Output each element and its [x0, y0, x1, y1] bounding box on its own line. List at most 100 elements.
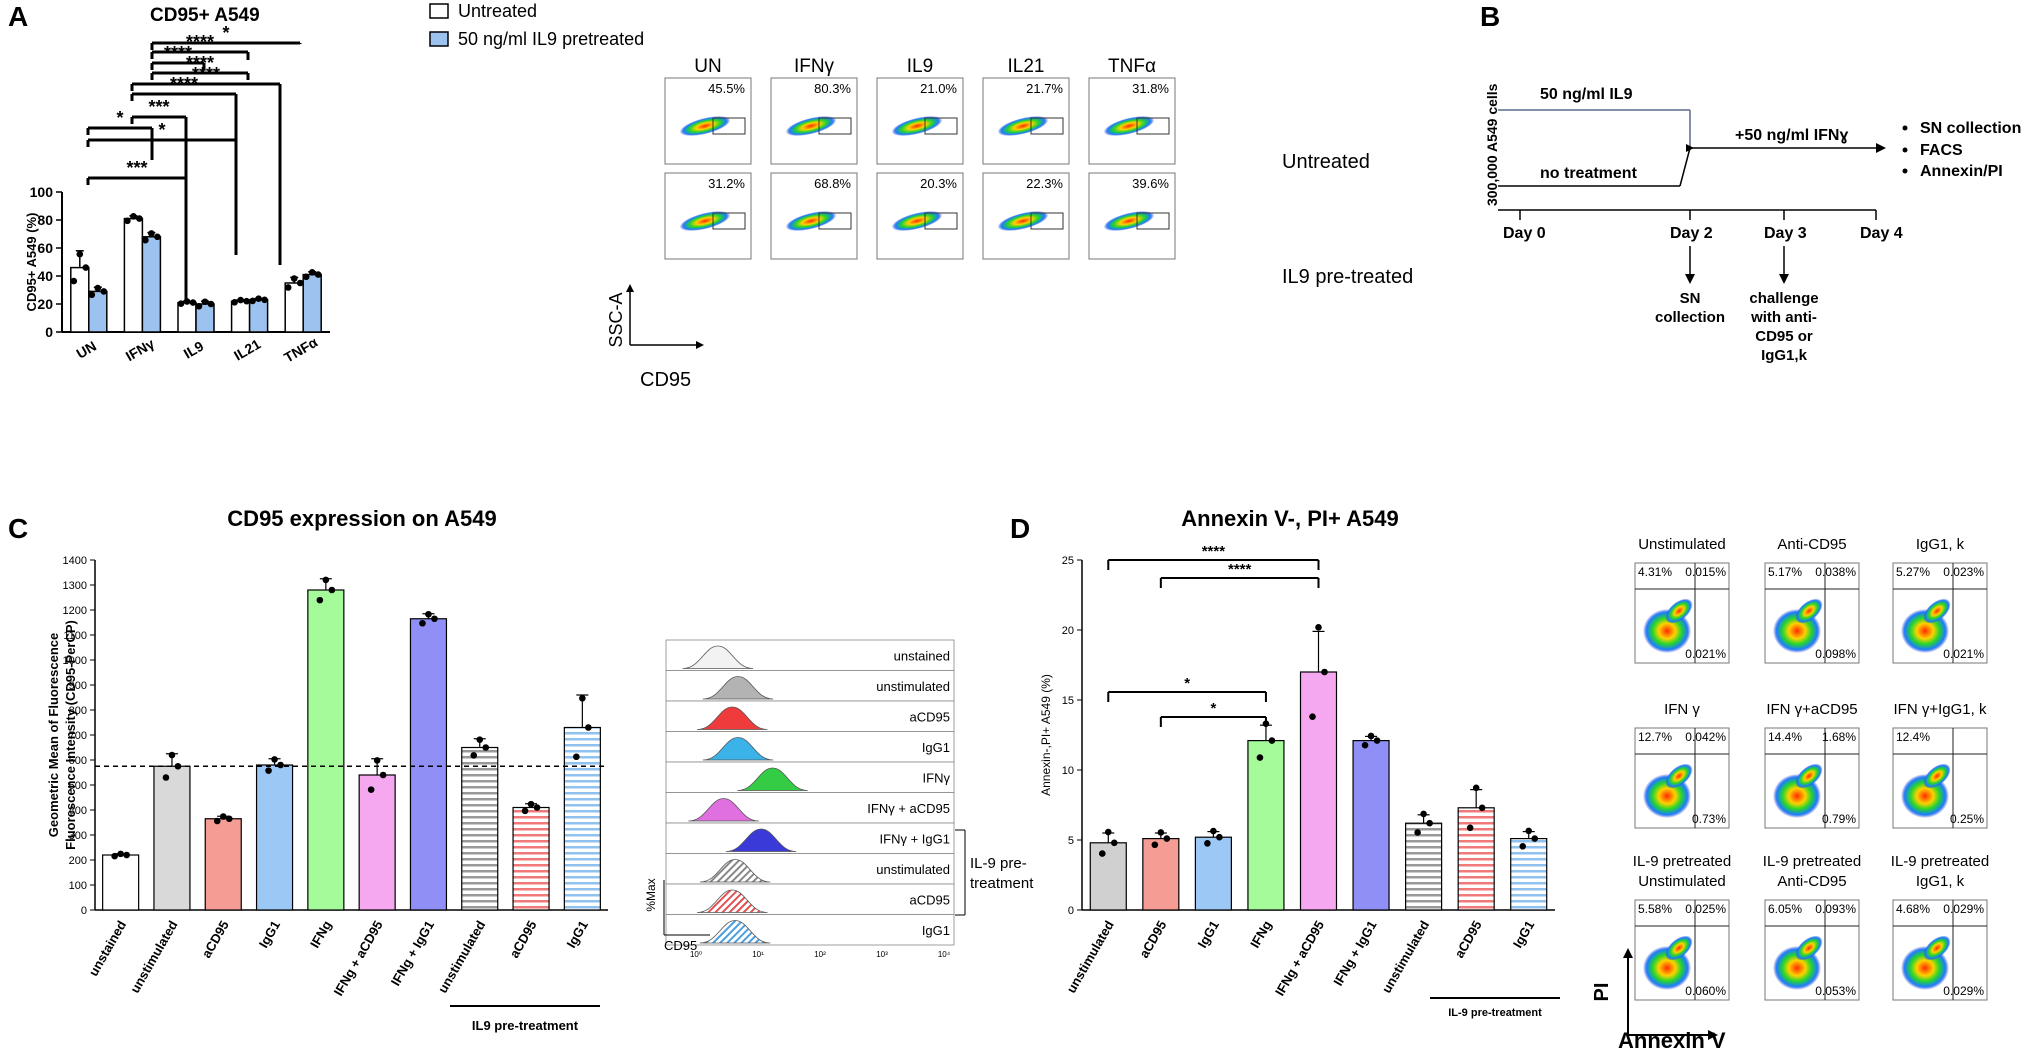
chart-d-point — [1110, 839, 1118, 847]
hist-peak — [699, 920, 771, 944]
flow-gate — [1030, 117, 1064, 135]
chart-c-x-tick-label: aCD95 — [506, 918, 539, 961]
b-day4: Day 4 — [1860, 225, 1903, 242]
chart-c-point — [219, 813, 227, 820]
b-day3: Day 3 — [1764, 225, 1807, 242]
chart-c-y-tick-label: 700 — [69, 730, 87, 742]
d-flow-q-tr: 0.029% — [1943, 902, 1984, 916]
chart-c-point — [367, 786, 375, 793]
chart-c-y-tick-label: 1200 — [63, 605, 87, 617]
hist-row — [665, 822, 955, 854]
chart-c-y-tick-label: 1100 — [63, 630, 87, 642]
hist-label: unstained — [894, 648, 950, 663]
chart-a-point — [76, 250, 84, 258]
chart-c-bar — [255, 764, 294, 911]
chart-c-y-tick-label: 200 — [69, 855, 87, 867]
chart-c-bar — [102, 854, 140, 911]
flow-row-label-pretreated: IL9 pre-treated — [1282, 266, 1413, 288]
b-ifn-arrowhead — [1876, 143, 1886, 153]
d-flow-density-tail — [1923, 763, 1951, 789]
d-flow-y-label: PI — [1591, 983, 1613, 1002]
chart-d-point — [1315, 624, 1322, 631]
chart-c-point — [123, 851, 130, 859]
flow-col-header: IFNγ — [794, 56, 835, 77]
d-flow-y-arrowhead — [1623, 948, 1633, 958]
legend-untreated: Untreated — [458, 1, 537, 21]
chart-d-x-tick-label: IgG1 — [1195, 918, 1222, 951]
flow-plot-frame — [770, 172, 858, 260]
hist-x-label: CD95 — [664, 938, 697, 953]
chart-a-point — [130, 213, 137, 220]
chart-c-point — [213, 817, 221, 825]
flow-gate — [1136, 117, 1170, 135]
chart-d-point — [1151, 841, 1159, 849]
d-flow-density-tail — [1665, 935, 1693, 961]
b-bullet-annexin: Annexin/PI — [1920, 163, 2003, 180]
flow-gate-percent: 22.3% — [1026, 176, 1063, 191]
flow-col-header: UN — [694, 56, 721, 77]
flow-col-header: IL21 — [1008, 56, 1045, 77]
chart-a-y-tick-label: 40 — [37, 268, 53, 284]
chart-a-point — [94, 284, 102, 292]
chart-c-point — [425, 610, 432, 618]
chart-c-bar — [461, 746, 499, 911]
chart-a-y-tick-label: 100 — [30, 184, 54, 200]
d-flow-title: IgG1, k — [1916, 873, 1965, 890]
chart-a-point — [88, 291, 96, 299]
chart-c-group-label: IL9 pre-treatment — [472, 1018, 579, 1033]
hist-y-label: %Max — [644, 878, 658, 911]
b-day2-note-2: collection — [1655, 309, 1725, 326]
chart-c-point — [482, 744, 490, 751]
chart-a-point — [100, 288, 108, 295]
chart-d-bar — [1299, 671, 1338, 911]
chart-a-bar — [177, 301, 197, 333]
chart-c-point — [316, 596, 324, 604]
schematic-b: 300,000 A549 cells 50 ng/ml IL9 no treat… — [1484, 83, 2021, 364]
hist-label: IgG1 — [922, 740, 950, 755]
d-flow-q-tl: 5.58% — [1638, 902, 1672, 916]
flow-plot-frame — [1088, 77, 1176, 165]
hist-x-tick: 10⁴ — [938, 950, 951, 959]
b-day3-note-2: with anti- — [1750, 309, 1817, 326]
chart-d-point — [1256, 754, 1264, 761]
hist-label: unstimulated — [876, 679, 950, 694]
legend-pretreated: 50 ng/ml IL9 pretreated — [458, 29, 644, 49]
chart-d: Annexin V-, PI+ A549 0 5 10 15 20 25 Annexin-,P… — [1039, 506, 1560, 1019]
flow-gate-percent: 31.8% — [1132, 81, 1169, 96]
chart-c-bar — [563, 726, 601, 911]
panel-label-b: B — [1480, 1, 1500, 32]
chart-c-point — [419, 619, 426, 627]
b-day3-arrowhead — [1779, 274, 1789, 284]
flow-x-label: CD95 — [640, 369, 691, 391]
d-flow-density-tail — [1665, 763, 1693, 789]
legend-pretreated-swatch — [429, 31, 449, 47]
d-flow-title: IgG1, k — [1916, 536, 1965, 553]
flow-density-cloud — [679, 116, 731, 136]
chart-a-x-tick-label: IL9 — [181, 338, 207, 362]
chart-d-y-tick-label: 25 — [1062, 555, 1074, 567]
d-flow-density-tail — [1795, 935, 1823, 961]
chart-a-sig-label: * — [158, 120, 165, 140]
b-ifn-label: +50 ng/ml IFNɣ — [1735, 127, 1848, 144]
chart-d-point — [1163, 835, 1171, 842]
chart-d-bar — [1089, 842, 1127, 911]
chart-c-point — [579, 694, 586, 702]
chart-a-sig-label: **** — [186, 32, 214, 52]
b-day2-arrowhead — [1685, 274, 1695, 284]
d-flow-title: IFN γ — [1664, 701, 1700, 718]
chart-d-point — [1268, 737, 1276, 744]
chart-a-bar — [302, 273, 322, 333]
flow-density-cloud — [997, 211, 1049, 231]
panel-label-a: A — [8, 1, 28, 32]
hist-x-tick: 10² — [814, 950, 826, 959]
flow-x-arrowhead — [696, 341, 704, 349]
b-day3-note-3: CD95 or — [1755, 328, 1813, 345]
hist-peak — [697, 706, 768, 730]
b-no-treatment-label: no treatment — [1540, 165, 1638, 182]
hist-peak — [725, 828, 797, 852]
flow-y-arrowhead — [626, 284, 634, 292]
d-flow-q-tl: 4.31% — [1638, 565, 1672, 579]
legend-untreated-swatch — [429, 3, 449, 19]
chart-c-y-tick-label: 0 — [81, 905, 87, 917]
chart-a-sig-label: * — [222, 23, 229, 43]
